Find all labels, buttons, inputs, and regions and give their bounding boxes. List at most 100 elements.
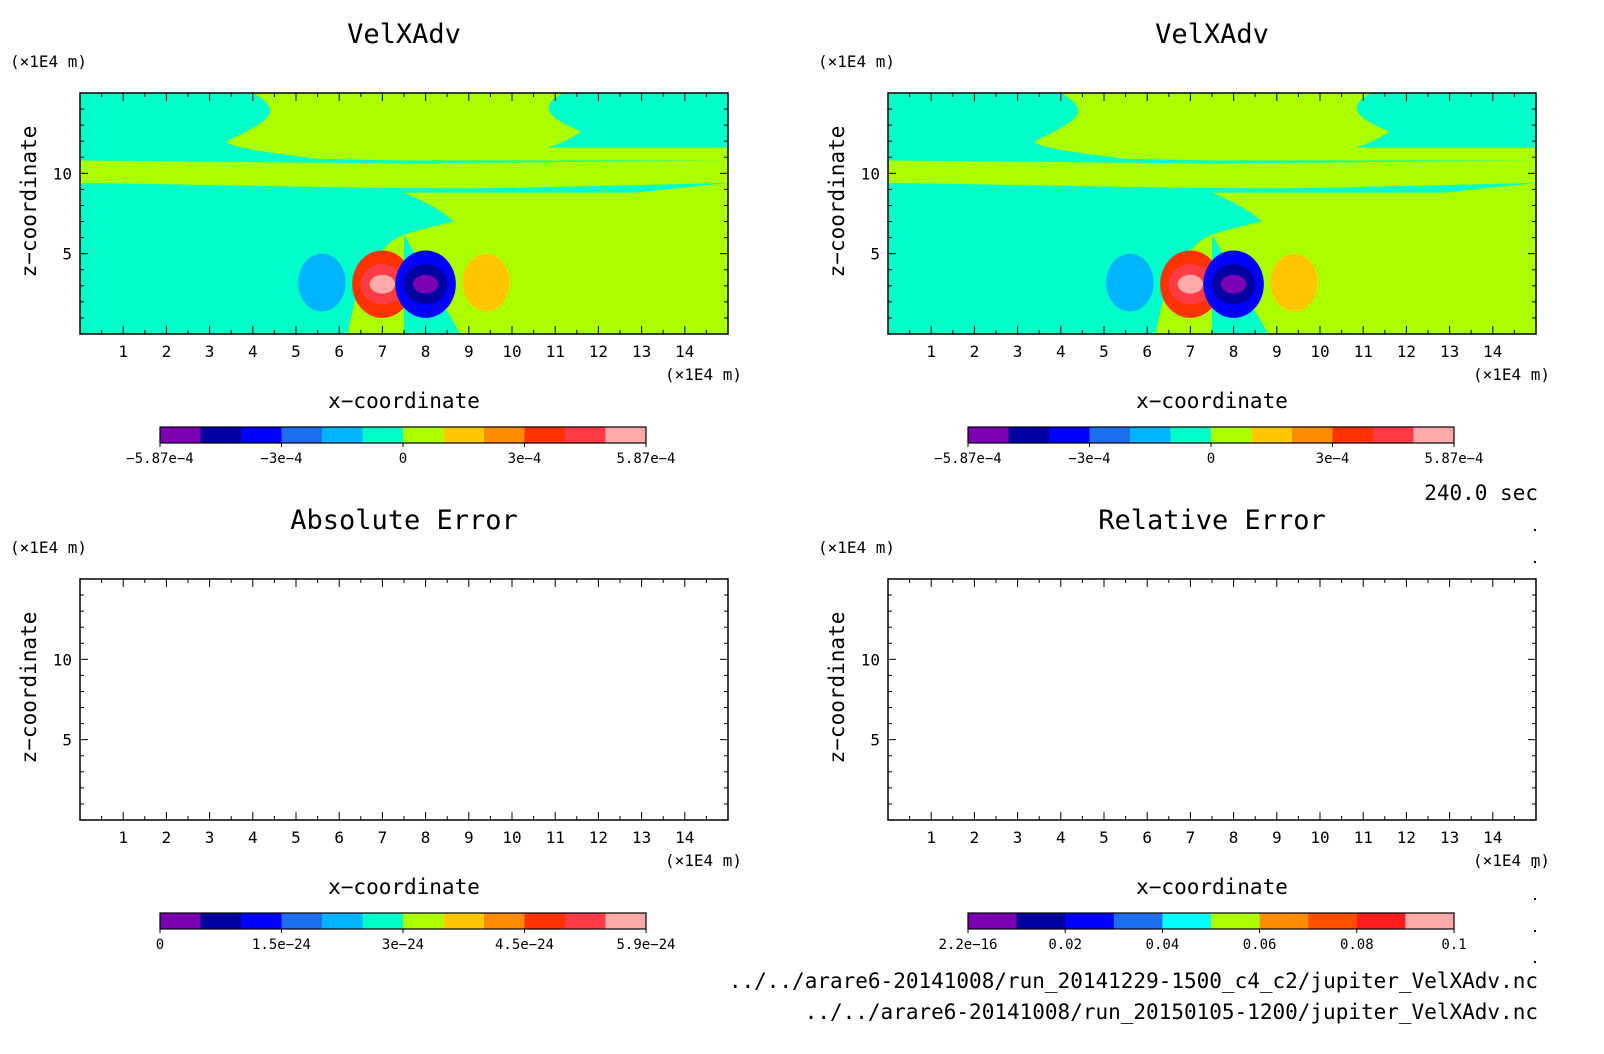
x-tick-label: 10 <box>502 342 521 361</box>
y-tick-label: 10 <box>861 164 880 183</box>
colorbar: −5.87e−4 −3e−4 0 3e−4 5.87e−4 <box>934 426 1484 467</box>
field-blob-core <box>1220 274 1247 294</box>
chart-title: VelXAdv <box>347 19 461 50</box>
colorbar-swatch <box>565 913 606 929</box>
colorbar-swatch <box>1130 427 1171 443</box>
tick-marks <box>79 92 729 334</box>
field-upper-lobe-right <box>1212 93 1390 161</box>
y-tick-label: 5 <box>870 245 880 264</box>
x-tick-label: 10 <box>502 828 521 847</box>
colorbar-swatch <box>443 913 485 929</box>
colorbar-tick-label: 4.5e−24 <box>495 937 554 953</box>
edge-dots <box>1534 529 1536 963</box>
field-blob <box>298 253 346 312</box>
x-tick-label: 6 <box>334 828 344 847</box>
field-blob-core <box>412 274 439 294</box>
colorbar: −5.87e−4 −3e−4 0 3e−4 5.87e−4 <box>126 426 676 467</box>
colorbar-tick-label: 3e−4 <box>508 451 542 467</box>
x-tick-label: 8 <box>1229 828 1239 847</box>
x-tick-label: 4 <box>1056 342 1066 361</box>
colorbar-swatch <box>524 427 566 443</box>
colorbar: 0 1.5e−24 3e−24 4.5e−24 5.9e−24 <box>156 912 676 953</box>
x-tick-label: 1 <box>118 342 128 361</box>
x-tick-label: 1 <box>926 828 936 847</box>
colorbar-swatch <box>1332 427 1374 443</box>
x-tick-label: 7 <box>1186 828 1196 847</box>
x-tick-label: 7 <box>1186 342 1196 361</box>
x-tick-label: 11 <box>1354 828 1373 847</box>
y-unit-label: (×1E4 m) <box>10 538 87 557</box>
x-tick-label: 5 <box>1099 828 1109 847</box>
x-tick-label: 9 <box>1272 342 1282 361</box>
field-upper-strip-b <box>1212 147 1536 161</box>
x-tick-label: 4 <box>1056 828 1066 847</box>
colorbar-swatch <box>1162 913 1212 929</box>
colorbar-swatch <box>1413 427 1455 443</box>
chart-title: VelXAdv <box>1155 19 1269 50</box>
colorbar-swatch <box>1016 913 1066 929</box>
x-tick-label: 8 <box>1229 342 1239 361</box>
x-tick-label: 9 <box>464 828 474 847</box>
colorbar-swatch <box>160 427 201 443</box>
colorbar-swatch <box>524 913 566 929</box>
x-tick-label: 4 <box>248 342 258 361</box>
colorbar-swatch <box>281 427 323 443</box>
colorbar-swatch <box>362 913 404 929</box>
x-tick-label: 12 <box>1397 342 1416 361</box>
colorbar-tick-label: 3e−4 <box>1316 451 1350 467</box>
chart-title: Relative Error <box>1098 505 1326 536</box>
x-tick-label: 12 <box>1397 828 1416 847</box>
x-tick-label: 6 <box>1142 828 1152 847</box>
colorbar-swatch <box>1211 913 1261 929</box>
x-tick-label: 9 <box>464 342 474 361</box>
x-tick-label: 1 <box>926 342 936 361</box>
colorbar-tick-label: −3e−4 <box>260 451 302 467</box>
x-tick-label: 3 <box>1013 342 1023 361</box>
colorbar-swatch <box>241 913 282 929</box>
x-tick-label: 8 <box>421 828 431 847</box>
colorbar-tick-label: 0.02 <box>1048 937 1082 953</box>
colorbar-swatch <box>1259 913 1309 929</box>
x-axis-label: x−coordinate <box>1136 389 1288 413</box>
x-tick-label: 6 <box>1142 342 1152 361</box>
x-tick-label: 7 <box>378 828 388 847</box>
y-tick-label: 5 <box>870 731 880 750</box>
x-axis-label: x−coordinate <box>328 875 480 899</box>
colorbar-swatch <box>968 427 1009 443</box>
y-tick-label: 10 <box>861 650 880 669</box>
colorbar-swatch <box>1065 913 1115 929</box>
field-blob <box>1270 253 1318 312</box>
y-axis-label: z−coordinate <box>17 612 41 764</box>
tick-marks <box>887 578 1537 820</box>
x-tick-label: 12 <box>589 342 608 361</box>
x-tick-label: 7 <box>378 342 388 361</box>
colorbar-tick-label: 0 <box>1207 451 1215 467</box>
colorbar-swatch <box>484 427 525 443</box>
x-tick-label: 9 <box>1272 828 1282 847</box>
colorbar-tick-label: 1.5e−24 <box>252 937 311 953</box>
footer: 240.0 sec ../../arare6-20141008/run_2014… <box>729 481 1538 1024</box>
colorbar-swatch <box>1089 427 1131 443</box>
field-layer <box>888 579 1536 820</box>
x-tick-label: 2 <box>970 828 980 847</box>
x-tick-label: 4 <box>248 828 258 847</box>
x-tick-label: 8 <box>421 342 431 361</box>
x-tick-label: 14 <box>675 828 694 847</box>
y-unit-label: (×1E4 m) <box>10 52 87 71</box>
colorbar-swatch <box>200 913 242 929</box>
colorbar-swatch <box>1373 427 1414 443</box>
colorbar-swatch <box>605 427 647 443</box>
colorbar-swatch <box>322 913 363 929</box>
colorbar-tick-label: 0.06 <box>1243 937 1277 953</box>
y-tick-label: 10 <box>53 164 72 183</box>
colorbar-swatch <box>403 427 444 443</box>
x-unit-label: (×1E4 m) <box>665 851 742 870</box>
colorbar-swatch <box>160 913 201 929</box>
colorbar-tick-label: 0.08 <box>1340 937 1374 953</box>
x-tick-label: 2 <box>970 342 980 361</box>
field-upper-lobe-left <box>1034 93 1212 161</box>
tick-marks <box>887 92 1537 334</box>
